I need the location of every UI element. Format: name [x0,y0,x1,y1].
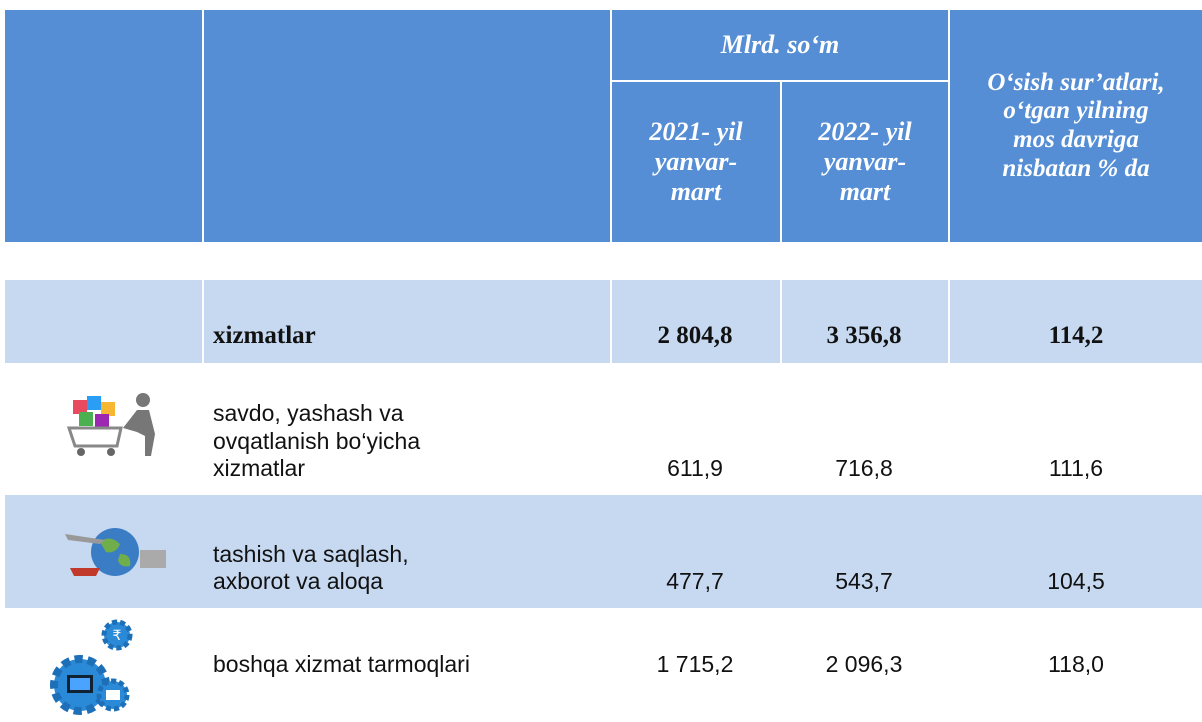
col-2021-header: 2021- yil yanvar- mart [612,82,780,242]
shopping-icon [65,390,165,460]
growth-value: 111,6 [950,455,1202,483]
cell-divider [780,280,782,363]
row-label: tashish va saqlash, axborot va aloqa [213,541,613,596]
table-row: savdo, yashash va ovqatlanish bo‘yicha x… [5,363,1202,495]
cell-divider [948,280,950,363]
transport-icon [60,520,170,580]
value-2021: 611,9 [610,455,780,483]
value-2022: 2 096,3 [780,651,948,679]
row-label: boshqa xizmat tarmoqlari [213,651,613,679]
row-label: xizmatlar [213,321,613,351]
units-header: Mlrd. so‘m [612,10,948,80]
row-label: savdo, yashash va ovqatlanish bo‘yicha x… [213,400,613,483]
value-2022: 3 356,8 [780,321,948,351]
page: Mlrd. so‘m 2021- yil yanvar- mart 2022- … [0,0,1202,722]
value-2022: 543,7 [780,568,948,596]
services-icon: ₹ [45,615,140,715]
header-divider [202,10,204,242]
cell-divider [610,280,612,363]
growth-value: 104,5 [950,568,1202,596]
growth-value: 114,2 [950,321,1202,351]
value-2021: 1 715,2 [610,651,780,679]
growth-value: 118,0 [950,651,1202,679]
growth-header: O‘sish sur’atlari, o‘tgan yilning mos da… [950,10,1202,242]
value-2021: 477,7 [610,568,780,596]
value-2021: 2 804,8 [610,321,780,351]
svg-text:₹: ₹ [113,627,122,643]
cell-divider [202,280,204,363]
value-2022: 716,8 [780,455,948,483]
col-2022-header: 2022- yil yanvar- mart [782,82,948,242]
